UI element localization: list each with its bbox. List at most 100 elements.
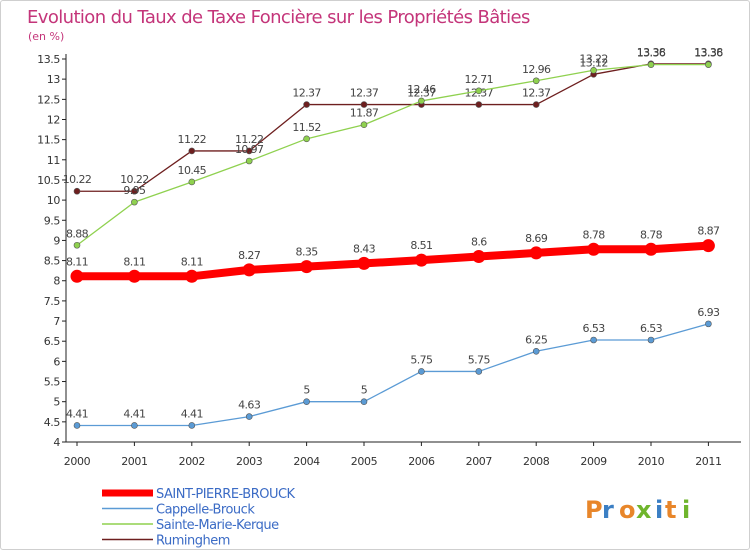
data-point [245,413,253,420]
data-label: 9.95 [123,184,146,197]
data-point [360,398,368,405]
y-tick-label: 5.5 [44,376,61,389]
x-tick-label: 2011 [695,455,721,468]
x-tick-label: 2008 [523,455,550,468]
data-point [475,101,483,108]
data-point [360,121,368,129]
series-line [76,323,710,427]
data-point [131,198,138,206]
data-point [418,368,425,375]
data-label: 8.11 [123,255,145,268]
data-label: 5 [303,384,310,397]
data-label: 11.87 [350,107,379,120]
series-line [76,63,710,192]
data-point [360,101,368,108]
data-point [245,147,253,155]
axes: 4 4.5 5 5.5 6 6.5 7 7.5 8 8.5 9 9.5 10 10.5 11 11.5 12 12… [37,53,741,468]
x-tick-label: 2001 [121,455,147,468]
data-point [300,260,314,274]
logo-letter: P [585,496,603,524]
y-tick-label: 4.5 [44,416,61,429]
data-point [414,253,428,267]
data-label: 12.37 [350,87,379,100]
series-saint-pierre-brouck: 8.11 8.11 8.11 8.27 8.35 8.43 8.51 8.6 8.69 8.78 8… [66,225,721,283]
data-point [529,246,543,260]
data-point [472,250,486,264]
chart-title: Evolution du Taux de Taxe Foncière sur l… [27,7,530,28]
x-tick-label: 2007 [466,455,493,468]
series-layer: 10.22 10.22 11.22 11.22 12.37 12.37 12.37 12.37… [63,46,724,429]
x-tick-label: 2006 [408,455,435,468]
y-tick-label: 8.5 [44,255,61,268]
x-tick-label: 2010 [638,455,665,468]
data-point [185,269,199,283]
data-label: 13.22 [579,52,608,65]
data-label: 12.96 [522,63,551,76]
data-label: 10.97 [235,143,264,156]
data-point [590,66,597,74]
logo-letter: i [682,496,690,524]
data-point [475,368,483,375]
legend-label: SAINT-PIERRE-BROUCK [156,487,296,502]
data-label: 4.41 [181,407,203,420]
data-label: 4.63 [238,399,261,412]
y-tick-label: 10.5 [37,174,60,187]
data-point [303,398,310,405]
data-label: 13.36 [637,47,666,60]
y-tick-label: 5 [53,396,60,409]
data-point [418,97,425,105]
data-label: 8.35 [296,246,319,259]
data-point [73,422,81,429]
series-line [76,63,710,246]
data-point [303,101,310,108]
data-label: 13.36 [694,47,723,60]
data-point [303,135,310,143]
logo-letter: r [602,496,614,524]
data-label: 11.22 [235,133,264,146]
y-tick-label: 13.5 [37,53,60,66]
x-tick-label: 2003 [236,455,263,468]
data-label: 8.51 [410,239,432,252]
x-tick-label: 2002 [179,455,205,468]
y-tick-label: 9.5 [44,214,61,227]
legend-label: Cappelle-Brouck [156,503,255,518]
data-point [475,87,483,95]
data-label: 12.46 [407,83,436,96]
data-label: 8.43 [353,242,376,255]
data-label: 8.11 [181,255,203,268]
data-point [245,157,253,165]
y-tick-label: 10 [47,194,61,207]
y-tick-label: 7.5 [44,295,61,308]
data-point [188,147,196,155]
logo-letter: o [619,496,636,524]
data-label: 12.37 [292,87,321,100]
data-point [131,422,138,429]
data-label: 8.6 [471,236,487,249]
data-label: 5.75 [468,353,491,366]
y-tick-label: 11 [47,154,60,167]
x-tick-label: 2000 [64,455,91,468]
data-label: 8.78 [583,228,606,241]
data-label: 8.11 [66,255,88,268]
data-point [701,239,715,253]
data-point [590,336,597,344]
data-label: 12.37 [522,87,551,100]
data-point [644,242,658,256]
data-label: 12.71 [465,73,494,86]
data-point [127,269,141,283]
data-label: 8.69 [525,232,548,245]
logo-letter: i [655,496,663,524]
data-label: 8.87 [697,225,720,238]
x-tick-label: 2005 [351,455,378,468]
data-label: 8.78 [640,228,663,241]
y-tick-label: 7 [53,315,60,328]
data-label: 10.22 [63,173,92,186]
data-label: 11.22 [178,133,207,146]
logo-letter: t [665,496,676,524]
y-tick-label: 8 [53,275,60,288]
legend: SAINT-PIERRE-BROUCKCappelle-BrouckSainte… [102,487,296,549]
data-label: 4.41 [123,407,145,420]
data-point [705,320,712,328]
